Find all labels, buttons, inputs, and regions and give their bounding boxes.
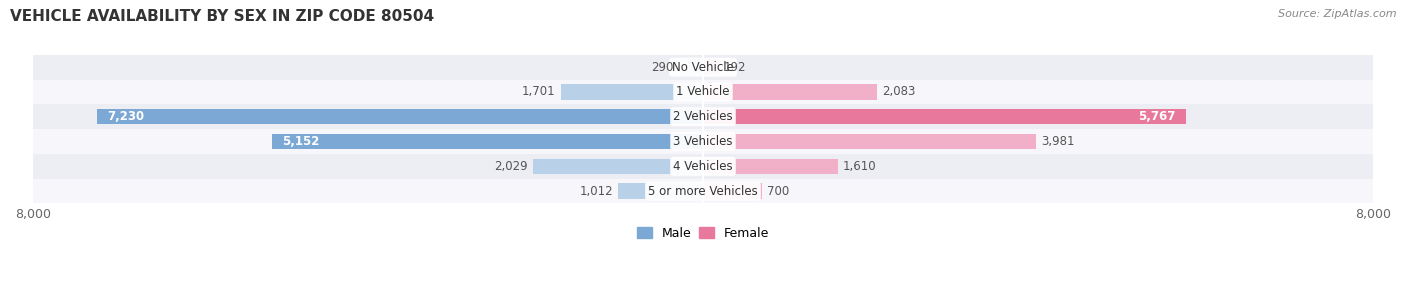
- Bar: [679, 59, 703, 75]
- Text: 1 Vehicle: 1 Vehicle: [676, 85, 730, 99]
- Bar: [703, 84, 877, 100]
- Bar: [32, 154, 1374, 179]
- Text: 5 or more Vehicles: 5 or more Vehicles: [648, 185, 758, 198]
- Bar: [32, 179, 1374, 203]
- Text: 3,981: 3,981: [1042, 135, 1076, 148]
- Text: 1,701: 1,701: [522, 85, 555, 99]
- Text: No Vehicle: No Vehicle: [672, 61, 734, 74]
- Text: 2,083: 2,083: [883, 85, 915, 99]
- Text: 3 Vehicles: 3 Vehicles: [673, 135, 733, 148]
- Bar: [619, 183, 703, 199]
- Text: 1,012: 1,012: [579, 185, 613, 198]
- Text: 7,230: 7,230: [107, 110, 145, 123]
- Text: 5,152: 5,152: [281, 135, 319, 148]
- Bar: [97, 109, 703, 125]
- Text: VEHICLE AVAILABILITY BY SEX IN ZIP CODE 80504: VEHICLE AVAILABILITY BY SEX IN ZIP CODE …: [10, 9, 434, 24]
- Bar: [32, 80, 1374, 104]
- Text: Source: ZipAtlas.com: Source: ZipAtlas.com: [1278, 9, 1396, 19]
- Bar: [703, 159, 838, 174]
- Bar: [32, 55, 1374, 80]
- Legend: Male, Female: Male, Female: [631, 222, 775, 245]
- Text: 2 Vehicles: 2 Vehicles: [673, 110, 733, 123]
- Bar: [271, 134, 703, 149]
- Text: 1,610: 1,610: [842, 160, 876, 173]
- Text: 4 Vehicles: 4 Vehicles: [673, 160, 733, 173]
- Bar: [561, 84, 703, 100]
- Text: 2,029: 2,029: [495, 160, 529, 173]
- Text: 700: 700: [766, 185, 789, 198]
- Bar: [533, 159, 703, 174]
- Bar: [32, 129, 1374, 154]
- Text: 290: 290: [651, 61, 673, 74]
- Bar: [703, 183, 762, 199]
- Text: 5,767: 5,767: [1139, 110, 1175, 123]
- Bar: [703, 59, 718, 75]
- Bar: [703, 134, 1036, 149]
- Text: 192: 192: [724, 61, 747, 74]
- Bar: [703, 109, 1187, 125]
- Bar: [32, 104, 1374, 129]
